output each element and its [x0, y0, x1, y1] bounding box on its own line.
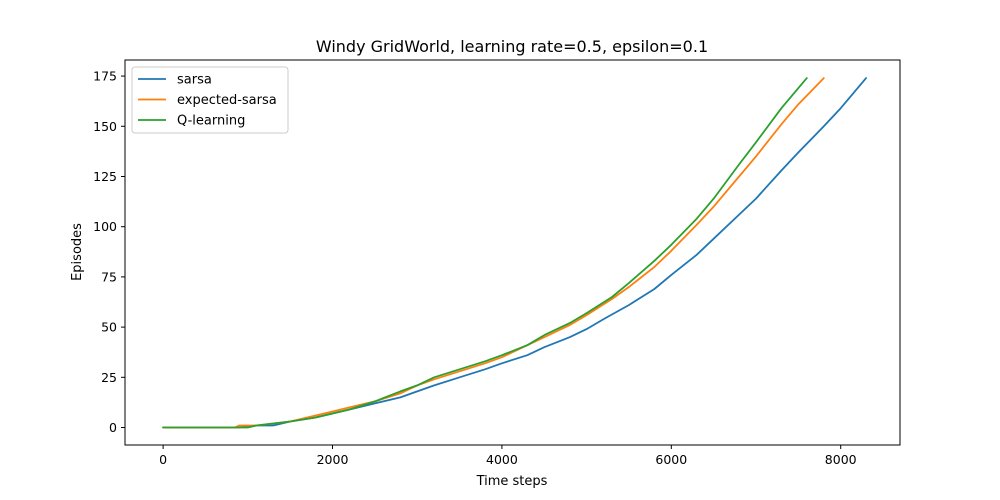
plot-frame	[124, 59, 901, 446]
x-axis-label: Time steps	[476, 474, 548, 489]
series-layer	[162, 77, 867, 429]
y-tick-label: 100	[93, 219, 117, 234]
y-axis: 0 25 50 75 100 125 150 175	[93, 69, 125, 435]
y-tick-label: 75	[101, 269, 117, 284]
legend-label-q-learning: Q-learning	[177, 114, 245, 129]
x-tick-label: 8000	[825, 452, 857, 467]
chart-title: Windy GridWorld, learning rate=0.5, epsi…	[316, 37, 708, 56]
x-tick-label: 0	[159, 452, 167, 467]
legend-label-expected-sarsa: expected-sarsa	[177, 93, 277, 108]
y-tick-label: 150	[93, 119, 117, 134]
x-axis: 0 2000 4000 6000 8000	[159, 445, 857, 467]
y-axis-label: Episodes	[70, 223, 85, 281]
x-tick-label: 4000	[486, 452, 518, 467]
y-tick-label: 175	[93, 69, 117, 84]
legend-box	[131, 66, 289, 134]
y-tick-label: 50	[101, 320, 117, 335]
legend: sarsa expected-sarsa Q-learning	[131, 66, 289, 134]
x-tick-label: 2000	[317, 452, 349, 467]
x-tick-label: 6000	[655, 452, 687, 467]
series-line-q-learning	[162, 77, 808, 429]
legend-label-sarsa: sarsa	[177, 73, 212, 88]
y-tick-label: 25	[101, 370, 117, 385]
y-tick-label: 0	[109, 420, 117, 435]
y-tick-label: 125	[93, 169, 117, 184]
